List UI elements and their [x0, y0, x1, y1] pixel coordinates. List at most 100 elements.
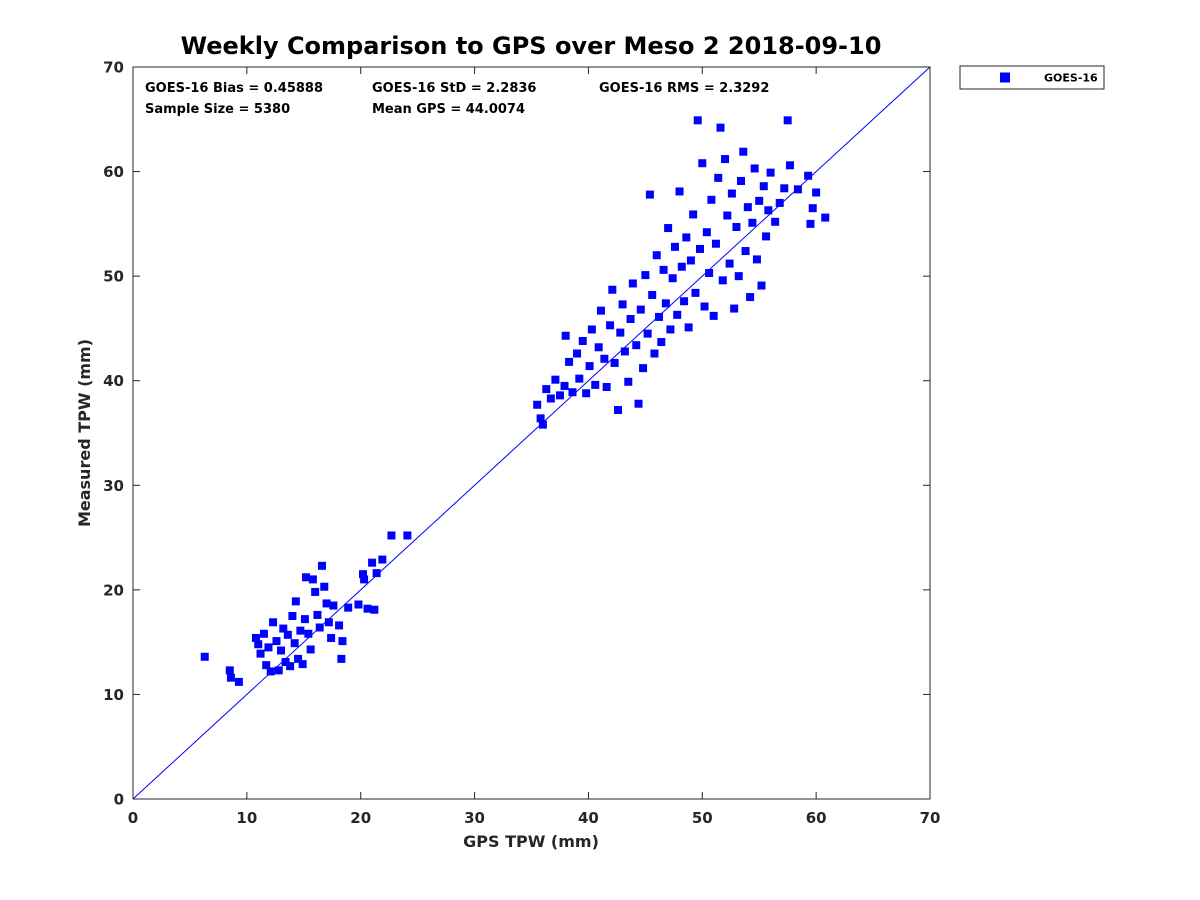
x-tick-label: 10 [236, 809, 257, 827]
data-point [296, 626, 305, 635]
data-point [645, 190, 654, 199]
data-point [262, 661, 271, 670]
data-point [298, 660, 307, 669]
data-point [542, 385, 551, 394]
data-point [582, 389, 591, 398]
data-point [666, 325, 675, 334]
data-point [259, 629, 268, 638]
data-point [755, 196, 764, 205]
x-tick-label: 30 [464, 809, 485, 827]
data-point [269, 618, 278, 627]
data-point [308, 575, 317, 584]
data-point [702, 228, 711, 237]
data-point [561, 331, 570, 340]
data-point [793, 185, 802, 194]
data-point [626, 315, 635, 324]
data-point [727, 189, 736, 198]
data-point [632, 341, 641, 350]
y-tick-label: 70 [103, 59, 124, 77]
data-point [620, 347, 629, 356]
data-point [750, 164, 759, 173]
data-point [225, 666, 234, 675]
data-point [680, 297, 689, 306]
data-point [286, 662, 295, 671]
data-point [291, 597, 300, 606]
data-point [288, 612, 297, 620]
data-point [290, 639, 299, 648]
data-point [600, 354, 609, 363]
data-point [578, 336, 587, 345]
data-point [705, 269, 714, 278]
data-point [575, 374, 584, 383]
data-point [808, 204, 817, 213]
y-tick-label: 0 [114, 791, 124, 809]
data-point [538, 420, 547, 429]
chart-title: Weekly Comparison to GPS over Meso 2 201… [181, 32, 882, 60]
x-tick-label: 0 [128, 809, 138, 827]
data-point [806, 219, 815, 228]
data-point [304, 629, 313, 638]
data-point [337, 654, 346, 663]
data-point [573, 349, 582, 358]
y-tick-label: 30 [103, 477, 124, 495]
data-point [596, 306, 605, 315]
data-point [274, 666, 283, 675]
data-point [320, 582, 329, 591]
data-point [783, 116, 792, 125]
y-tick-label: 10 [103, 686, 124, 704]
data-point [639, 364, 648, 373]
data-point [624, 377, 633, 386]
data-point [546, 394, 555, 403]
data-point [279, 624, 288, 633]
data-point [748, 218, 757, 227]
stats-annotations: GOES-16 Bias = 0.45888 GOES-16 StD = 2.2… [145, 81, 769, 117]
data-point [256, 649, 265, 658]
data-point [618, 300, 627, 309]
data-point [591, 380, 600, 389]
data-point [606, 321, 615, 330]
data-point [764, 206, 773, 215]
data-point [283, 630, 292, 639]
data-point [318, 561, 327, 570]
data-point [686, 256, 695, 265]
data-point [711, 239, 720, 248]
data-point [587, 325, 596, 334]
data-point [641, 271, 650, 280]
data-point [628, 279, 637, 288]
data-point [610, 358, 619, 367]
x-tick-label: 50 [692, 809, 713, 827]
data-points-layer [200, 116, 830, 686]
data-point [675, 187, 684, 196]
data-point [251, 633, 260, 642]
data-point [766, 168, 775, 177]
data-point [565, 357, 574, 366]
data-point [700, 302, 709, 311]
data-point [634, 399, 643, 408]
data-point [354, 600, 363, 609]
data-point [358, 570, 367, 579]
data-point [771, 217, 780, 226]
x-tick-label: 70 [920, 809, 941, 827]
data-point [594, 343, 603, 352]
legend-marker-goes-16 [1000, 72, 1010, 83]
stat-bias: GOES-16 Bias = 0.45888 [145, 81, 323, 96]
data-point [327, 633, 336, 642]
data-point [718, 276, 727, 285]
x-tick-label: 20 [350, 809, 371, 827]
data-point [661, 299, 670, 308]
data-point [324, 618, 333, 627]
data-point [403, 531, 412, 540]
data-point [664, 224, 673, 233]
data-point [739, 147, 748, 156]
data-point [533, 400, 542, 409]
legend: GOES-16 [959, 65, 1105, 90]
y-tick-label: 60 [103, 163, 124, 181]
data-point [226, 673, 235, 682]
stat-rms: GOES-16 RMS = 2.3292 [599, 81, 769, 96]
data-point [812, 188, 821, 197]
data-point [821, 213, 830, 222]
y-axis-ticks: 0 10 20 30 40 50 60 70 [103, 59, 930, 809]
data-point [254, 640, 263, 649]
data-point [302, 573, 311, 582]
